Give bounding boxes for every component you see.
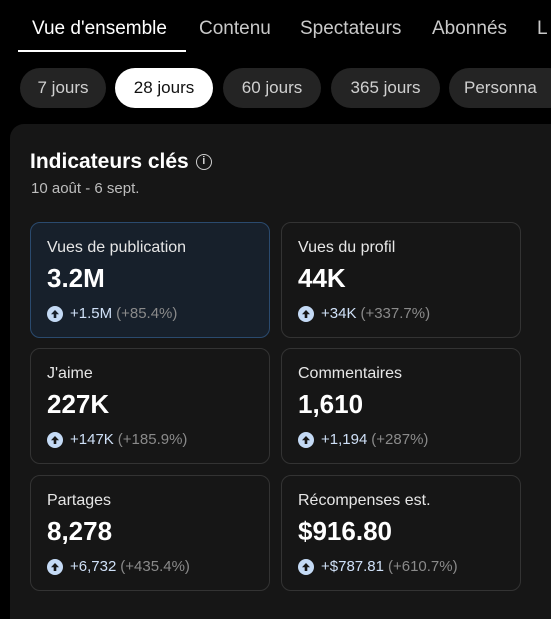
period-365-days[interactable]: 365 jours (331, 68, 440, 108)
period-7-days[interactable]: 7 jours (20, 68, 106, 108)
metric-value: 227K (47, 389, 110, 419)
metric-card-rewards[interactable]: Récompenses est. $916.80 +$787.81 (+610.… (281, 475, 521, 591)
top-tabs: Vue d'ensemble Contenu Spectateurs Abonn… (0, 0, 551, 54)
info-icon[interactable]: i (195, 154, 212, 170)
metric-change: +$787.81 (+610.7%) (298, 558, 458, 575)
arrow-up-icon (47, 305, 63, 322)
metric-change: +34K (+337.7%) (298, 305, 430, 322)
arrow-up-icon (47, 431, 63, 448)
metric-label: Récompenses est. (298, 492, 431, 509)
tab-next[interactable]: L (537, 18, 548, 39)
metric-value: 8,278 (47, 516, 113, 546)
metric-delta: +6,732 (70, 558, 117, 575)
metric-value: 44K (298, 263, 346, 293)
metric-percent: (+337.7%) (360, 305, 431, 322)
metric-card-post-views[interactable]: Vues de publication 3.2M +1.5M (+85.4%) (30, 222, 270, 338)
metric-label: Commentaires (298, 365, 403, 382)
metric-value: 1,610 (298, 389, 364, 419)
period-28-days[interactable]: 28 jours (115, 68, 213, 108)
tab-viewers[interactable]: Spectateurs (300, 18, 402, 39)
active-tab-indicator (18, 50, 186, 52)
metric-change: +1,194 (+287%) (298, 431, 428, 448)
metric-card-comments[interactable]: Commentaires 1,610 +1,194 (+287%) (281, 348, 521, 464)
metric-delta: +34K (321, 305, 357, 322)
arrow-up-icon (47, 558, 63, 575)
metric-label: Vues de publication (47, 239, 187, 256)
metric-percent: (+435.4%) (120, 558, 190, 575)
period-60-days[interactable]: 60 jours (223, 68, 321, 108)
metric-card-likes[interactable]: J'aime 227K +147K (+185.9%) (30, 348, 270, 464)
metric-change: +147K (+185.9%) (47, 431, 187, 448)
metric-value: $916.80 (298, 516, 392, 546)
arrow-up-icon (298, 431, 314, 448)
metric-percent: (+185.9%) (117, 431, 188, 448)
metric-delta: +1,194 (321, 431, 368, 448)
panel-title: Indicateurs clés i (30, 150, 212, 174)
tab-content[interactable]: Contenu (199, 18, 271, 39)
metric-card-shares[interactable]: Partages 8,278 +6,732 (+435.4%) (30, 475, 270, 591)
metric-change: +6,732 (+435.4%) (47, 558, 190, 575)
metric-delta: +$787.81 (321, 558, 384, 575)
period-custom[interactable]: Personna (449, 68, 551, 108)
metric-delta: +147K (70, 431, 114, 448)
metric-percent: (+610.7%) (387, 558, 458, 575)
metric-value: 3.2M (47, 263, 105, 293)
metric-percent: (+85.4%) (116, 305, 178, 322)
metric-label: Vues du profil (298, 239, 396, 256)
metric-card-profile-views[interactable]: Vues du profil 44K +34K (+337.7%) (281, 222, 521, 338)
metric-delta: +1.5M (70, 305, 113, 322)
date-range: 10 août - 6 sept. (31, 180, 140, 197)
metric-change: +1.5M (+85.4%) (47, 305, 177, 322)
period-selector: 7 jours 28 jours 60 jours 365 jours Pers… (0, 68, 551, 110)
panel-title-text: Indicateurs clés (30, 150, 189, 173)
arrow-up-icon (298, 305, 314, 322)
tab-followers[interactable]: Abonnés (432, 18, 508, 39)
metric-percent: (+287%) (371, 431, 429, 448)
metric-label: Partages (47, 492, 112, 509)
arrow-up-icon (298, 558, 314, 575)
tab-overview[interactable]: Vue d'ensemble (32, 18, 167, 39)
metric-label: J'aime (47, 365, 93, 382)
